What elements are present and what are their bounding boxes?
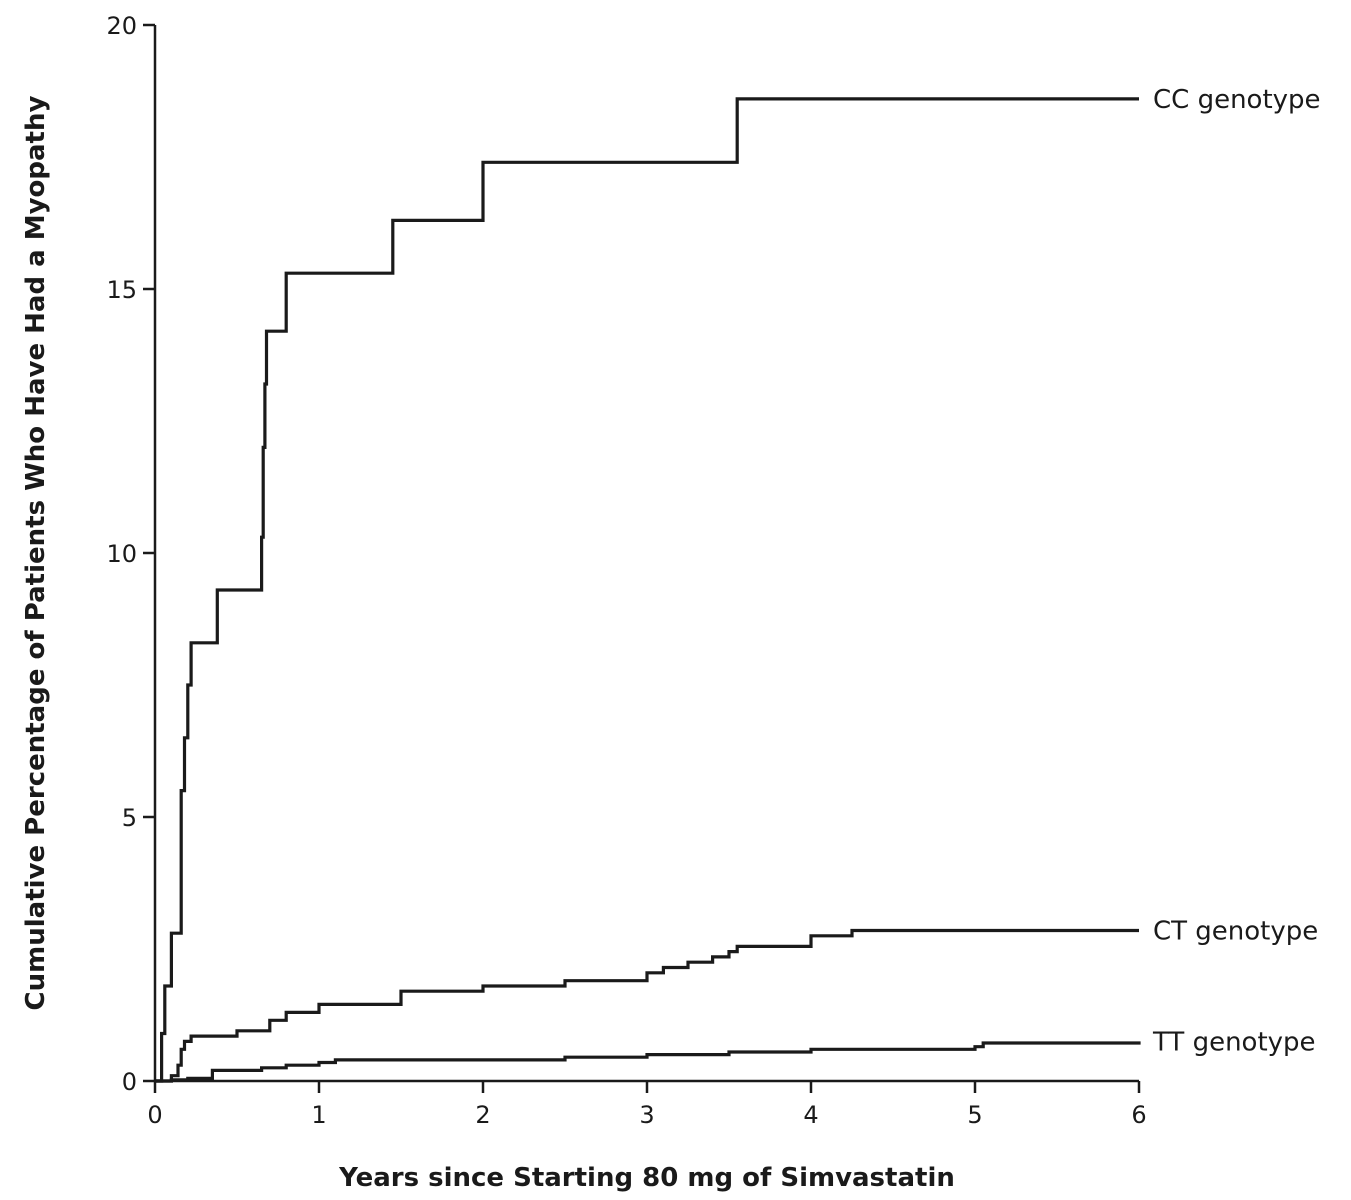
x-tick-label: 2 [475, 1101, 490, 1129]
y-ticks: 0 5 10 15 20 [106, 12, 155, 1096]
series-label-tt-genotype: TT genotype [1152, 1027, 1316, 1057]
x-ticks: 0 1 2 3 4 5 6 [147, 1081, 1147, 1129]
x-tick-label: 4 [803, 1101, 818, 1129]
y-tick-label: 0 [122, 1068, 137, 1096]
series-line-tt-genotype [155, 1041, 1141, 1083]
axes [153, 25, 1139, 1083]
series-label-cc-genotype: CC genotype [1153, 85, 1321, 115]
y-axis-title: Cumulative Percentage of Patients Who Ha… [21, 96, 51, 1011]
x-axis-title: Years since Starting 80 mg of Simvastati… [338, 1163, 955, 1193]
x-tick-label: 0 [147, 1101, 162, 1129]
y-tick-label: 20 [106, 12, 137, 40]
series-lines [155, 97, 1141, 1083]
x-tick-label: 1 [311, 1101, 326, 1129]
x-tick-label: 3 [639, 1101, 654, 1129]
y-tick-label: 10 [106, 540, 137, 568]
series-labels: CC genotype CT genotype TT genotype [1152, 85, 1321, 1057]
series-label-ct-genotype: CT genotype [1153, 917, 1318, 947]
y-tick-label: 5 [122, 804, 137, 832]
series-line-ct-genotype [155, 928, 1139, 1083]
series-line-cc-genotype [155, 97, 1139, 1083]
y-tick-label: 15 [106, 276, 137, 304]
x-tick-label: 6 [1131, 1101, 1146, 1129]
x-tick-label: 5 [967, 1101, 982, 1129]
